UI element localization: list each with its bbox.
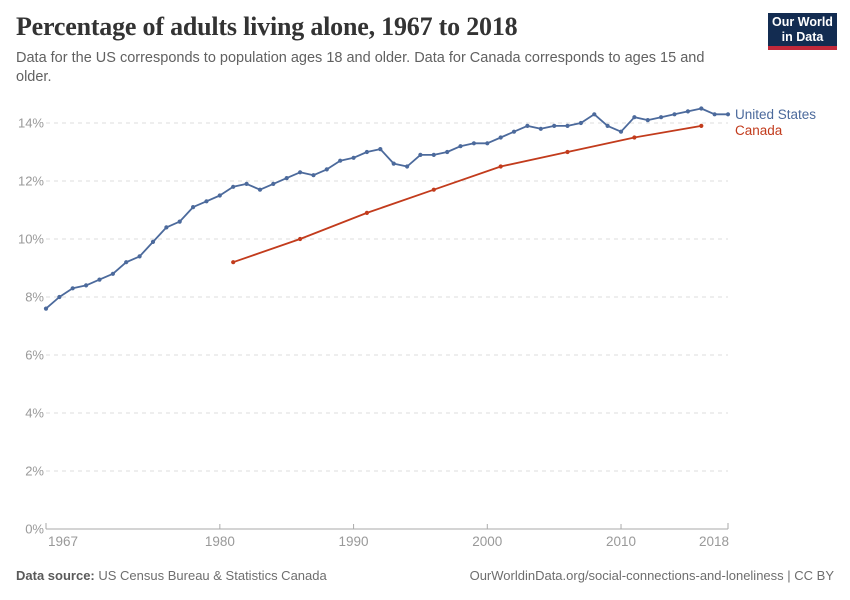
chart-footer: Data source: US Census Bureau & Statisti… [16, 568, 834, 583]
series-line-united-states[interactable] [43, 106, 731, 311]
svg-text:8%: 8% [25, 290, 44, 305]
svg-text:6%: 6% [25, 348, 44, 363]
owid-logo-line2: in Data [781, 29, 824, 44]
svg-text:1990: 1990 [339, 534, 369, 549]
owid-logo[interactable]: Our World in Data [768, 13, 837, 50]
svg-text:2%: 2% [25, 464, 44, 479]
svg-text:1980: 1980 [205, 534, 235, 549]
x-axis-labels: 1967 1980 1990 2000 2010 2018 [48, 534, 729, 549]
legend-label-united-states[interactable]: United States [735, 107, 817, 122]
y-gridlines [46, 122, 728, 472]
series-line-canada[interactable] [231, 123, 704, 265]
data-source-text: US Census Bureau & Statistics Canada [98, 568, 327, 583]
y-axis-labels: 0% 2% 4% 6% 8% 10% 12% 14% [18, 116, 44, 537]
svg-text:14%: 14% [18, 116, 44, 131]
svg-text:1967: 1967 [48, 534, 78, 549]
svg-text:10%: 10% [18, 232, 44, 247]
legend-label-canada[interactable]: Canada [735, 123, 783, 138]
data-source-label: Data source: [16, 568, 95, 583]
svg-text:2018: 2018 [699, 534, 729, 549]
data-source: Data source: US Census Bureau & Statisti… [16, 568, 327, 583]
svg-text:2010: 2010 [606, 534, 636, 549]
svg-text:0%: 0% [25, 522, 44, 537]
page-title: Percentage of adults living alone, 1967 … [16, 12, 518, 41]
x-axis [45, 523, 729, 530]
attribution-link[interactable]: OurWorldinData.org/social-connections-an… [469, 568, 834, 583]
svg-text:2000: 2000 [472, 534, 502, 549]
chart-subtitle: Data for the US corresponds to populatio… [16, 50, 705, 85]
svg-text:12%: 12% [18, 174, 44, 189]
owid-logo-line1: Our World [772, 14, 833, 29]
svg-text:4%: 4% [25, 406, 44, 421]
